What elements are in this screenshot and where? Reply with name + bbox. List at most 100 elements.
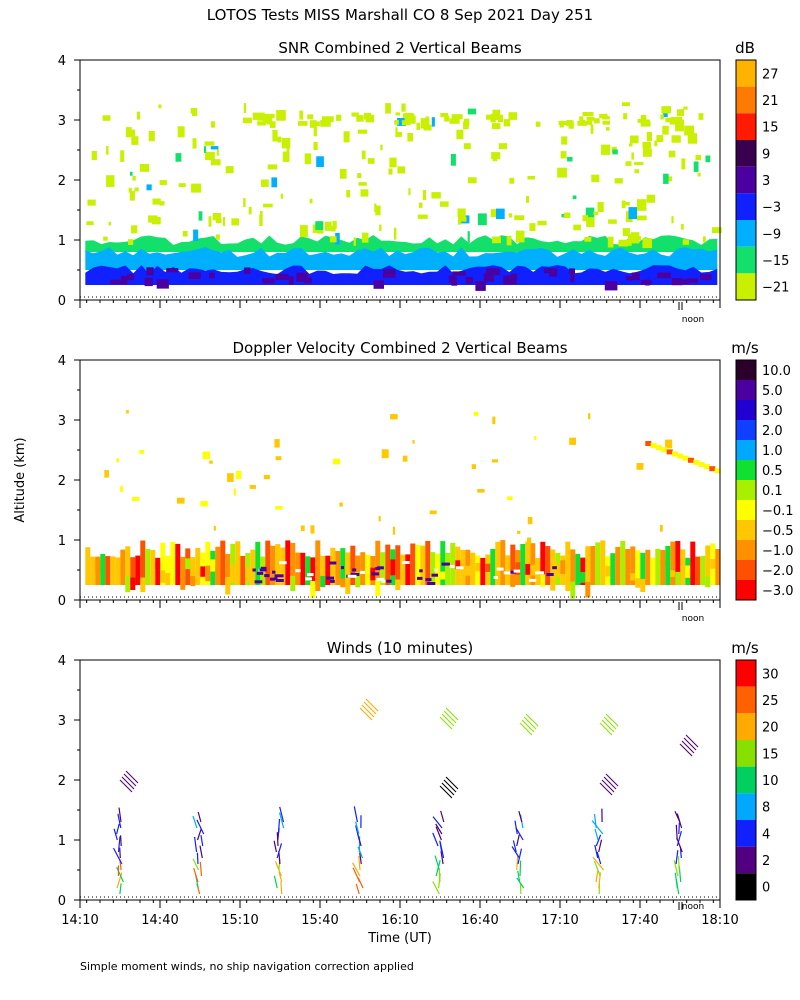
doppler-cell	[245, 567, 251, 582]
snr-echo	[87, 199, 96, 206]
doppler-cell	[140, 540, 146, 585]
doppler-echo	[534, 435, 537, 441]
wind-barb	[279, 812, 285, 829]
snr-echo	[286, 143, 290, 154]
snr-echo	[332, 220, 337, 229]
snr-echo	[684, 125, 695, 136]
doppler-cell	[275, 579, 284, 582]
doppler-cell	[105, 556, 111, 585]
snr-echo	[336, 114, 342, 121]
y-tick-label: 2	[58, 174, 66, 189]
snr-echo	[566, 120, 573, 126]
doppler-cell	[259, 568, 267, 572]
snr-echo	[440, 113, 449, 118]
x-tick-label: 14:40	[141, 913, 178, 928]
doppler-cell	[565, 541, 571, 585]
wind-barb	[192, 858, 200, 871]
doppler-echo	[213, 525, 216, 531]
snr-patch	[549, 272, 558, 277]
doppler-echo	[650, 443, 657, 449]
wind-barb	[518, 811, 523, 823]
colorbar-frame	[735, 59, 757, 301]
doppler-cell	[225, 554, 231, 585]
doppler-cell	[252, 568, 256, 572]
snr-echo	[282, 151, 290, 162]
winds-x-ticks: 14:10 14:40 15:10 15:40 16:10 16:40 17:10 17:40…	[61, 896, 739, 928]
colorbar-swatch	[736, 60, 756, 87]
doppler-cell	[345, 579, 351, 594]
snr-echo	[261, 179, 269, 187]
doppler-cell	[495, 541, 501, 585]
snr-patch	[645, 279, 650, 286]
snr-echo	[492, 236, 501, 244]
snr-echo	[572, 195, 577, 200]
doppler-cell	[585, 546, 591, 585]
wind-barb	[280, 881, 283, 895]
doppler-cell	[264, 574, 270, 578]
doppler-cell	[390, 559, 396, 576]
doppler-echo	[333, 458, 341, 465]
wind-barb	[591, 820, 604, 835]
colorbar-swatch	[736, 740, 756, 767]
colorbar-swatch	[736, 400, 756, 420]
doppler-cell	[305, 577, 312, 581]
doppler-cell	[493, 576, 498, 579]
doppler-cell	[160, 570, 166, 583]
wind-barb	[355, 883, 360, 895]
doppler-cell	[570, 549, 576, 585]
wind-barb	[521, 719, 535, 733]
doppler-cell	[145, 548, 151, 585]
doppler-cell	[376, 577, 385, 581]
wind-barb	[673, 860, 679, 877]
snr-echo	[662, 125, 669, 135]
doppler-echo	[139, 449, 145, 454]
wind-barb	[674, 872, 678, 889]
wind-barb	[517, 848, 523, 865]
wind-barb	[441, 713, 455, 727]
y-tick-label: 1	[58, 834, 66, 849]
wind-barb	[273, 840, 277, 853]
doppler-cell	[535, 571, 545, 575]
doppler-cell	[335, 551, 341, 585]
doppler-echo	[517, 530, 521, 534]
snr-echo	[225, 166, 234, 174]
doppler-echo	[202, 451, 211, 459]
doppler-cell	[465, 565, 471, 576]
wind-barb	[598, 839, 603, 853]
doppler-cell	[395, 579, 401, 591]
wind-barb	[359, 707, 373, 721]
snr-echo	[404, 112, 413, 121]
colorbar-label: 25	[762, 694, 779, 709]
colorbar-swatch	[736, 360, 756, 380]
snr-echo	[298, 121, 308, 126]
doppler-echo	[661, 447, 668, 453]
wind-barb	[678, 822, 680, 835]
snr-echo	[102, 115, 111, 121]
doppler-cell	[275, 544, 281, 585]
doppler-cell	[675, 541, 681, 585]
doppler-echo	[177, 497, 185, 504]
doppler-cell	[705, 576, 711, 588]
x-tick-label: 17:10	[541, 913, 578, 928]
colorbar-label: 2	[762, 854, 770, 869]
doppler-cell	[485, 563, 491, 572]
colorbar-frame	[735, 659, 757, 901]
doppler-cell	[640, 578, 646, 592]
snr-echo	[509, 177, 515, 184]
wind-barb	[116, 872, 123, 889]
colorbar-swatch	[736, 246, 756, 274]
colorbar-swatch	[736, 113, 756, 140]
doppler-x-ticks	[79, 596, 721, 610]
snr-echo	[215, 218, 222, 224]
wind-barb	[361, 704, 375, 718]
snr-echo	[458, 216, 462, 225]
snr-echo	[394, 227, 397, 240]
wind-barb	[516, 877, 525, 889]
doppler-cell	[430, 564, 436, 571]
doppler-cell	[630, 546, 636, 585]
doppler-echo	[672, 451, 678, 457]
snr-echo	[309, 120, 317, 128]
snr-patch	[296, 272, 308, 282]
snr-echo	[537, 220, 547, 226]
snr-echo	[320, 120, 331, 127]
